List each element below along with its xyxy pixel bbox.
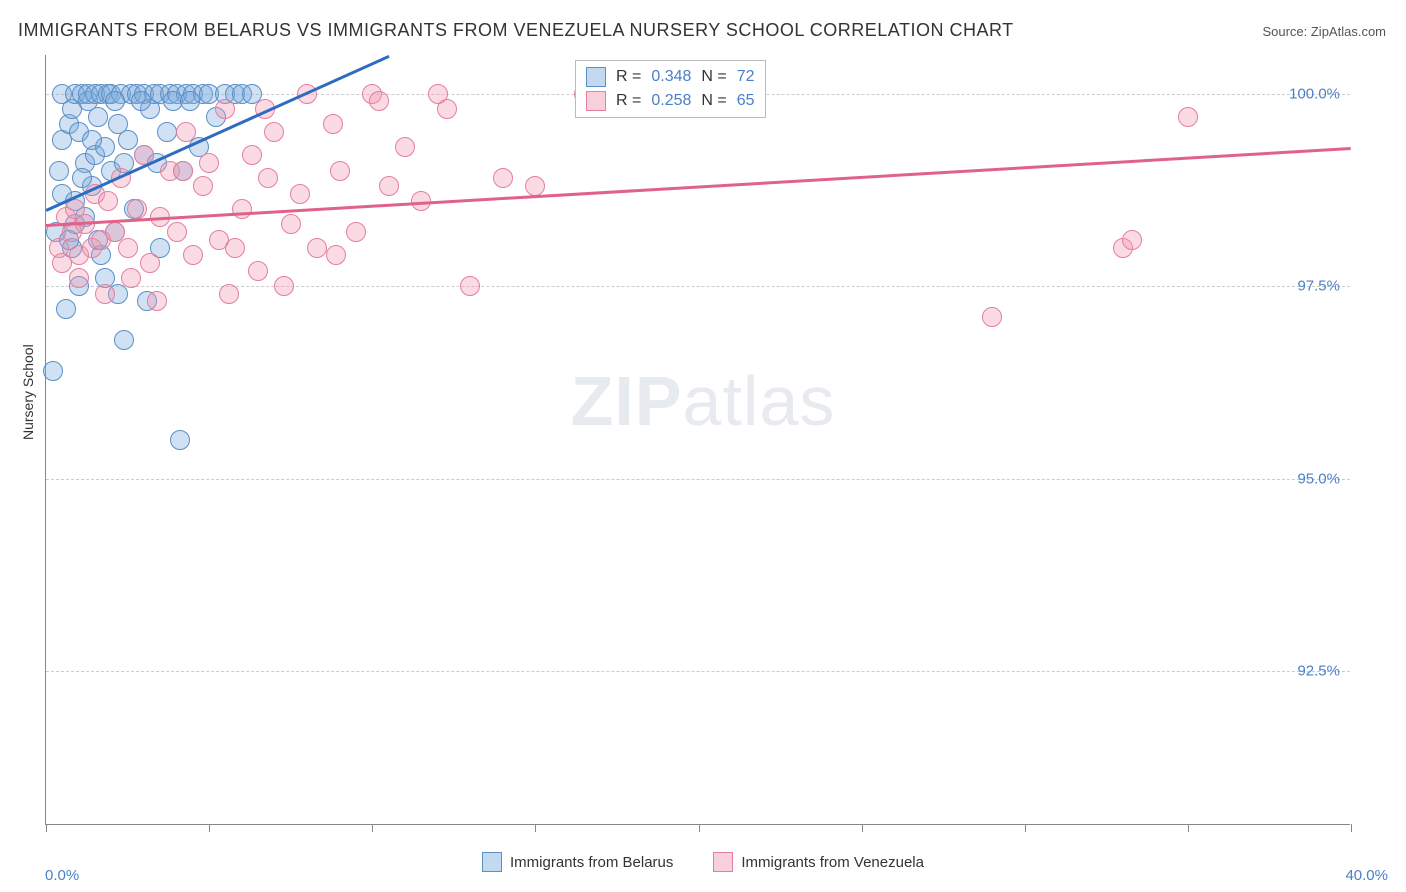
y-tick-label: 95.0% (1297, 470, 1340, 487)
data-point (121, 268, 141, 288)
x-tick-max: 40.0% (1345, 867, 1388, 884)
x-tick (862, 824, 863, 832)
r-value-belarus: 0.348 (651, 68, 691, 86)
n-label: N = (701, 92, 726, 110)
data-point (176, 122, 196, 142)
data-point (281, 214, 301, 234)
data-point (199, 153, 219, 173)
data-point (460, 276, 480, 296)
data-point (264, 122, 284, 142)
x-tick (1351, 824, 1352, 832)
legend-row-belarus: R = 0.348 N = 72 (586, 65, 755, 89)
gridline (46, 286, 1350, 287)
data-point (105, 91, 125, 111)
data-point (98, 191, 118, 211)
swatch-belarus-icon (482, 852, 502, 872)
correlation-legend: R = 0.348 N = 72 R = 0.258 N = 65 (575, 60, 766, 118)
gridline (46, 479, 1350, 480)
data-point (219, 284, 239, 304)
legend-item-belarus: Immigrants from Belarus (482, 852, 673, 872)
data-point (323, 114, 343, 134)
x-tick (1188, 824, 1189, 832)
data-point (173, 161, 193, 181)
gridline (46, 671, 1350, 672)
data-point (183, 245, 203, 265)
data-point (170, 430, 190, 450)
data-point (330, 161, 350, 181)
x-tick (699, 824, 700, 832)
data-point (147, 291, 167, 311)
data-point (369, 91, 389, 111)
y-tick-label: 100.0% (1289, 85, 1340, 102)
data-point (258, 168, 278, 188)
x-tick-min: 0.0% (45, 867, 79, 884)
legend-label-belarus: Immigrants from Belarus (510, 854, 673, 871)
x-tick (46, 824, 47, 832)
data-point (326, 245, 346, 265)
data-point (127, 199, 147, 219)
data-point (525, 176, 545, 196)
data-point (493, 168, 513, 188)
data-point (49, 161, 69, 181)
n-value-venezuela: 65 (737, 92, 755, 110)
data-point (131, 91, 151, 111)
r-label: R = (616, 92, 641, 110)
data-point (88, 107, 108, 127)
data-point (395, 137, 415, 157)
data-point (1178, 107, 1198, 127)
legend-label-venezuela: Immigrants from Venezuela (741, 854, 924, 871)
data-point (56, 299, 76, 319)
data-point (1122, 230, 1142, 250)
data-point (82, 130, 102, 150)
data-point (69, 268, 89, 288)
swatch-venezuela-icon (586, 91, 606, 111)
y-axis-label: Nursery School (20, 344, 36, 440)
data-point (140, 253, 160, 273)
source-label: Source: ZipAtlas.com (1262, 24, 1386, 39)
data-point (242, 145, 262, 165)
data-point (43, 361, 63, 381)
chart-title: IMMIGRANTS FROM BELARUS VS IMMIGRANTS FR… (18, 20, 1014, 41)
data-point (167, 222, 187, 242)
x-tick (372, 824, 373, 832)
swatch-belarus-icon (586, 67, 606, 87)
x-tick (209, 824, 210, 832)
x-tick (535, 824, 536, 832)
data-point (346, 222, 366, 242)
data-point (225, 238, 245, 258)
data-point (290, 184, 310, 204)
data-point (180, 91, 200, 111)
legend-row-venezuela: R = 0.258 N = 65 (586, 89, 755, 113)
data-point (982, 307, 1002, 327)
series-legend: Immigrants from Belarus Immigrants from … (0, 852, 1406, 872)
n-label: N = (701, 68, 726, 86)
data-point (114, 330, 134, 350)
data-point (307, 238, 327, 258)
y-tick-label: 92.5% (1297, 663, 1340, 680)
data-point (52, 253, 72, 273)
data-point (118, 130, 138, 150)
data-point (274, 276, 294, 296)
r-value-venezuela: 0.258 (651, 92, 691, 110)
y-tick-label: 97.5% (1297, 278, 1340, 295)
data-point (118, 238, 138, 258)
data-point (193, 176, 213, 196)
data-point (379, 176, 399, 196)
data-point (95, 284, 115, 304)
data-point (215, 99, 235, 119)
plot-area: 92.5% 95.0% 97.5% 100.0% (45, 55, 1350, 825)
r-label: R = (616, 68, 641, 86)
data-point (232, 199, 252, 219)
swatch-venezuela-icon (713, 852, 733, 872)
x-tick (1025, 824, 1026, 832)
data-point (157, 122, 177, 142)
data-point (248, 261, 268, 281)
legend-item-venezuela: Immigrants from Venezuela (713, 852, 924, 872)
data-point (437, 99, 457, 119)
n-value-belarus: 72 (737, 68, 755, 86)
